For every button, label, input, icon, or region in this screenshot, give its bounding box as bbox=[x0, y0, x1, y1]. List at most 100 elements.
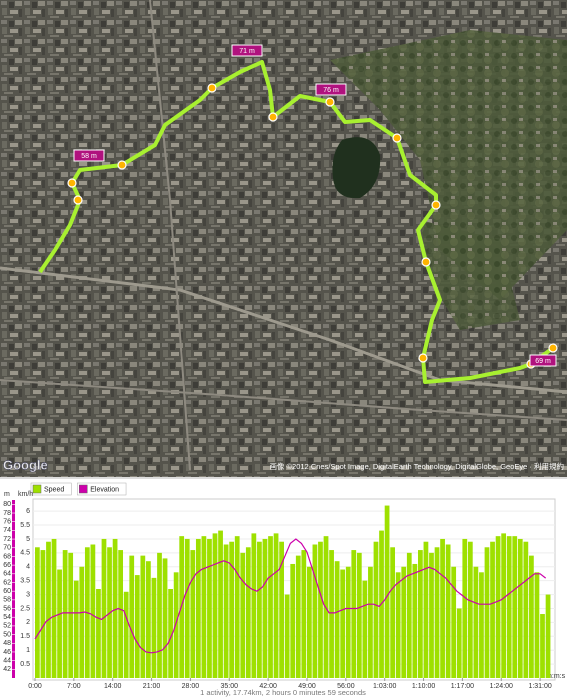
speed-bar bbox=[295, 555, 301, 678]
y-tick-label: 1.5 bbox=[20, 633, 30, 640]
flag-label: 71 m bbox=[239, 48, 255, 55]
y-tick-label: 3 bbox=[26, 591, 30, 598]
map-logo: Google bbox=[3, 457, 48, 472]
speed-bar bbox=[523, 541, 529, 678]
speed-bar bbox=[368, 566, 373, 678]
speed-bar bbox=[395, 572, 401, 678]
speed-bar bbox=[190, 550, 196, 678]
speed-bar bbox=[451, 566, 457, 678]
speed-bar bbox=[251, 533, 257, 678]
y2-axis-label: m bbox=[4, 491, 10, 498]
speed-bar bbox=[479, 572, 484, 678]
y2-tick-label: 64 bbox=[3, 571, 11, 578]
speed-bar bbox=[35, 547, 40, 678]
y2-tick-label: 68 bbox=[3, 553, 11, 560]
speed-bar bbox=[201, 536, 207, 678]
speed-bar bbox=[79, 566, 85, 678]
legend-label: Speed bbox=[44, 486, 64, 493]
speed-bar bbox=[284, 594, 290, 678]
y2-tick-label: 62 bbox=[3, 579, 11, 586]
x-tick-label: 1:31:00 bbox=[528, 683, 551, 690]
speed-bar bbox=[245, 547, 251, 678]
elevation-line bbox=[34, 538, 547, 654]
speed-bar bbox=[123, 591, 129, 678]
x-tick-label: 49:00 bbox=[298, 683, 316, 690]
lake bbox=[332, 137, 381, 199]
speed-bar bbox=[512, 536, 518, 678]
x-tick-label: 1:24:00 bbox=[490, 683, 513, 690]
speed-bar bbox=[90, 544, 96, 678]
speed-bar bbox=[434, 547, 440, 678]
speed-bar bbox=[151, 577, 157, 678]
elevation-flag: 76 m bbox=[315, 83, 347, 96]
flag-label: 76 m bbox=[323, 87, 339, 94]
speed-bar bbox=[129, 555, 135, 678]
speed-bar bbox=[195, 538, 201, 678]
y-tick-label: 2 bbox=[26, 619, 30, 626]
speed-bar bbox=[390, 547, 396, 678]
speed-bar bbox=[467, 541, 473, 678]
y-tick-label: 4.5 bbox=[20, 550, 30, 557]
y2-tick-label: 78 bbox=[3, 510, 11, 517]
x-tick-label: 1:03:00 bbox=[373, 683, 396, 690]
y-tick-label: 3.5 bbox=[20, 578, 30, 585]
y2-tick-label: 48 bbox=[3, 640, 11, 647]
speed-bar bbox=[545, 594, 551, 678]
x-tick-label: 1:10:00 bbox=[412, 683, 435, 690]
speed-bar bbox=[301, 550, 307, 678]
x-tick-label: 14:00 bbox=[104, 683, 122, 690]
speed-bar bbox=[506, 536, 512, 678]
speed-bar bbox=[351, 550, 357, 678]
speed-bar bbox=[73, 580, 79, 678]
x-tick-label: 21:00 bbox=[143, 683, 161, 690]
legend-box bbox=[30, 482, 72, 496]
speed-bar bbox=[40, 550, 46, 678]
footer-summary: 1 activity, 17.74km, 2 hours 0 minutes 5… bbox=[200, 688, 366, 697]
x-tick-label: 42:00 bbox=[259, 683, 277, 690]
map-copyright[interactable]: 画像 ©2012 Cnes/Spot Image, DigitalEarth T… bbox=[269, 461, 564, 471]
legend-swatch bbox=[79, 484, 88, 494]
speed-bar bbox=[207, 538, 212, 678]
flag-label: 69 m bbox=[535, 358, 551, 365]
speed-bar bbox=[140, 555, 146, 678]
y2-tick-label: 80 bbox=[3, 501, 11, 508]
y-tick-label: 5.5 bbox=[20, 522, 30, 529]
x-axis-label: h:m:s bbox=[548, 673, 566, 680]
y2-tick-label: 72 bbox=[3, 536, 11, 543]
speed-bar bbox=[112, 538, 118, 678]
speed-bar bbox=[96, 589, 101, 678]
speed-bar bbox=[46, 541, 51, 678]
speed-bar bbox=[334, 561, 340, 678]
speed-bar bbox=[490, 541, 495, 678]
y2-tick-label: 50 bbox=[3, 631, 11, 638]
km-markers bbox=[67, 83, 558, 369]
satellite-map: 58 m 71 m 76 m 69 m Google 画像 ©2012 Cnes… bbox=[0, 0, 567, 477]
legend-box bbox=[77, 482, 127, 496]
y2-tick-label: 60 bbox=[3, 588, 11, 595]
speed-bar bbox=[268, 536, 273, 678]
speed-bar bbox=[445, 544, 451, 678]
speed-bar bbox=[57, 569, 62, 678]
y2-tick-label: 44 bbox=[3, 657, 11, 664]
y-tick-label: 1 bbox=[26, 647, 30, 654]
speed-bar bbox=[406, 552, 412, 678]
speed-bar bbox=[279, 541, 284, 678]
speed-bar bbox=[262, 538, 268, 678]
y-tick-label: 6 bbox=[26, 508, 30, 515]
speed-bar bbox=[456, 608, 462, 678]
speed-bar bbox=[440, 538, 445, 678]
speed-bar bbox=[312, 544, 318, 678]
flag-label: 58 m bbox=[81, 153, 97, 160]
speed-bar bbox=[345, 566, 351, 678]
chart: m km/h h:m:s 1 activity, 17.74km, 2 hour… bbox=[0, 477, 567, 699]
speed-bar bbox=[501, 533, 507, 678]
speed-bar bbox=[401, 566, 407, 678]
x-tick-label: 1:17:00 bbox=[451, 683, 474, 690]
speed-bar bbox=[62, 550, 68, 678]
speed-bar bbox=[51, 538, 57, 678]
speed-bar bbox=[68, 552, 74, 678]
speed-bar bbox=[157, 552, 162, 678]
speed-bar bbox=[212, 533, 218, 678]
elevation-flag: 71 m bbox=[231, 44, 263, 57]
